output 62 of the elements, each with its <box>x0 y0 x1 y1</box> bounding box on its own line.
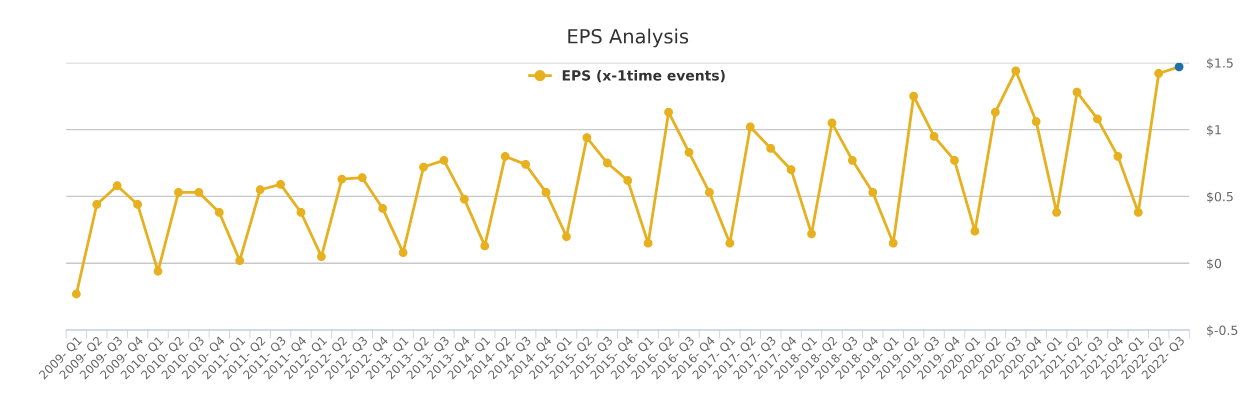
point <box>357 173 367 183</box>
point <box>705 188 714 197</box>
point <box>337 174 347 184</box>
point <box>990 107 1000 117</box>
point <box>950 155 959 165</box>
point <box>378 204 388 213</box>
point <box>562 232 571 241</box>
point <box>194 188 204 197</box>
point <box>1113 151 1123 161</box>
point <box>847 155 857 165</box>
point <box>970 226 980 236</box>
y-tick-label: $-0.5 <box>1207 325 1238 337</box>
point <box>174 188 183 197</box>
point <box>459 194 469 204</box>
point <box>439 155 449 165</box>
y-tick-label: $0 <box>1207 258 1222 270</box>
point <box>92 200 102 209</box>
point <box>643 238 653 248</box>
point <box>582 133 592 143</box>
point <box>1011 66 1021 76</box>
point <box>112 181 122 191</box>
point <box>317 252 326 261</box>
point <box>745 122 755 132</box>
point <box>1174 62 1184 72</box>
point <box>255 185 265 195</box>
point <box>71 289 81 299</box>
point <box>929 131 939 141</box>
point <box>623 176 633 185</box>
point <box>664 107 673 117</box>
point <box>1133 208 1143 217</box>
point <box>725 238 735 248</box>
point <box>153 266 163 276</box>
point <box>684 147 694 157</box>
y-tick-label: $1 <box>1207 124 1221 137</box>
point <box>214 208 224 217</box>
point <box>909 91 919 101</box>
point <box>419 162 428 172</box>
point <box>786 165 796 175</box>
point <box>541 188 551 197</box>
point <box>1093 114 1102 124</box>
point <box>133 200 143 209</box>
point <box>766 143 776 153</box>
point <box>521 159 531 169</box>
point <box>1052 208 1061 217</box>
point <box>602 158 612 168</box>
point <box>398 248 408 257</box>
point <box>827 118 837 128</box>
point <box>868 188 878 197</box>
legend-label: EPS (x-1time events) <box>562 69 725 83</box>
point <box>296 208 306 217</box>
point <box>276 180 285 189</box>
point <box>480 241 490 251</box>
point <box>1154 69 1164 78</box>
point <box>807 229 816 239</box>
point <box>888 238 898 248</box>
chart-title: EPS Analysis <box>568 28 689 48</box>
point <box>1031 117 1041 126</box>
point <box>500 151 510 161</box>
point <box>235 256 245 265</box>
y-tick-label: $0.5 <box>1207 191 1233 204</box>
y-tick-label: $1.5 <box>1207 58 1233 70</box>
point <box>1072 87 1082 97</box>
